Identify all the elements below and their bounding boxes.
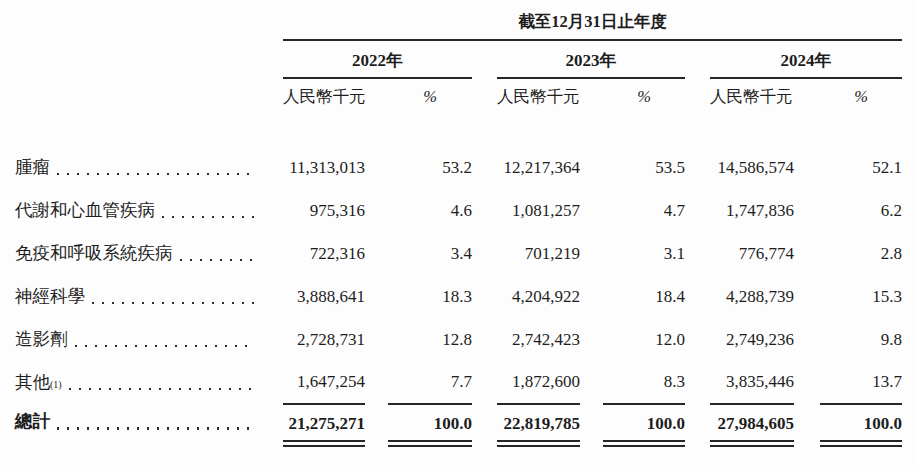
amount-2022: 2,728,731 [283,318,365,361]
pct-2024: 15.3 [820,275,902,318]
percent-header-2024: % [820,78,902,110]
amount-unit-header-2022: 人民幣千元 [283,78,388,110]
dot-leader [75,345,256,347]
pct-2022: 7.7 [388,361,472,404]
amount-2022: 1,647,254 [283,361,365,404]
total-pct-2024: 100.0 [820,404,902,444]
row-label: 免疫和呼吸系統疾病 [15,245,173,263]
percent-header-2023: % [603,78,685,110]
dot-leader [92,302,255,304]
amount-2022: 975,316 [283,189,365,232]
amount-2023: 12,217,364 [497,146,580,189]
financial-document-page: 截至12月31日止年度 2022年 2023年 2024年 人民幣千元 % 人民… [0,0,917,466]
year-header-2022: 2022年 [283,40,472,78]
amount-2023: 4,204,922 [497,275,580,318]
amount-2024: 3,835,446 [710,361,794,404]
pct-2022: 3.4 [388,232,472,275]
table-row-contrast-agents: 造影劑 2,728,731 12.8 2,742,423 12.0 2,749,… [0,318,917,361]
total-label: 總計 [15,413,50,431]
pct-2022: 53.2 [388,146,472,189]
pct-2024: 6.2 [820,189,902,232]
pct-2023: 8.3 [603,361,685,404]
total-pct-2023: 100.0 [603,404,685,444]
dot-leader [162,216,255,218]
pct-2022: 4.6 [388,189,472,232]
pct-2023: 4.7 [603,189,685,232]
dot-leader [180,259,256,261]
table-row-others: 其他(1) 1,647,254 7.7 1,872,600 8.3 3,835,… [0,361,917,404]
dot-leader [69,388,255,390]
pct-2023: 18.4 [603,275,685,318]
dot-leader [57,173,255,175]
pct-2022: 18.3 [388,275,472,318]
amount-unit-header-2024: 人民幣千元 [710,78,820,110]
amount-unit-header-2023: 人民幣千元 [497,78,603,110]
amount-2022: 11,313,013 [283,146,365,189]
row-label: 腫瘤 [15,159,50,177]
amount-2022: 3,888,641 [283,275,365,318]
amount-2023: 701,219 [497,232,580,275]
row-label: 造影劑 [15,331,68,349]
subheader-row: 人民幣千元 % 人民幣千元 % 人民幣千元 % [0,78,917,110]
year-header-2024: 2024年 [710,40,902,78]
table-row-oncology: 腫瘤 11,313,013 53.2 12,217,364 53.5 14,58… [0,146,917,189]
amount-2024: 2,749,236 [710,318,794,361]
revenue-breakdown-table: 截至12月31日止年度 2022年 2023年 2024年 人民幣千元 % 人民… [0,0,917,447]
pct-2024: 52.1 [820,146,902,189]
table-row-neuroscience: 神經科學 3,888,641 18.3 4,204,922 18.4 4,288… [0,275,917,318]
row-label: 其他 [15,374,50,392]
amount-2024: 1,747,836 [710,189,794,232]
dot-leader [57,427,255,429]
period-header-row: 截至12月31日止年度 [0,0,917,40]
pct-2024: 13.7 [820,361,902,404]
amount-2022: 722,316 [283,232,365,275]
total-amount-2023: 22,819,785 [497,404,580,444]
table-row-metabolic-cardiovascular: 代謝和心血管疾病 975,316 4.6 1,081,257 4.7 1,747… [0,189,917,232]
table-total-row: 總計 21,275,271 100.0 22,819,785 100.0 27,… [0,404,917,444]
amount-2023: 1,872,600 [497,361,580,404]
amount-2023: 2,742,423 [497,318,580,361]
amount-2024: 4,288,739 [710,275,794,318]
table-row-immunology-respiratory: 免疫和呼吸系統疾病 722,316 3.4 701,219 3.1 776,77… [0,232,917,275]
pct-2023: 12.0 [603,318,685,361]
row-label: 代謝和心血管疾病 [15,202,155,220]
total-pct-2022: 100.0 [388,404,472,444]
pct-2023: 53.5 [603,146,685,189]
period-header: 截至12月31日止年度 [283,0,902,40]
pct-2023: 3.1 [603,232,685,275]
spacer-row [0,110,917,146]
amount-2024: 776,774 [710,232,794,275]
total-amount-2022: 21,275,271 [283,404,365,444]
pct-2024: 2.8 [820,232,902,275]
percent-header-2022: % [388,78,472,110]
pct-2022: 12.8 [388,318,472,361]
amount-2024: 14,586,574 [710,146,794,189]
row-label: 神經科學 [15,288,85,306]
amount-2023: 1,081,257 [497,189,580,232]
total-amount-2024: 27,984,605 [710,404,794,444]
pct-2024: 9.8 [820,318,902,361]
year-header-row: 2022年 2023年 2024年 [0,40,917,78]
year-header-2023: 2023年 [497,40,685,78]
